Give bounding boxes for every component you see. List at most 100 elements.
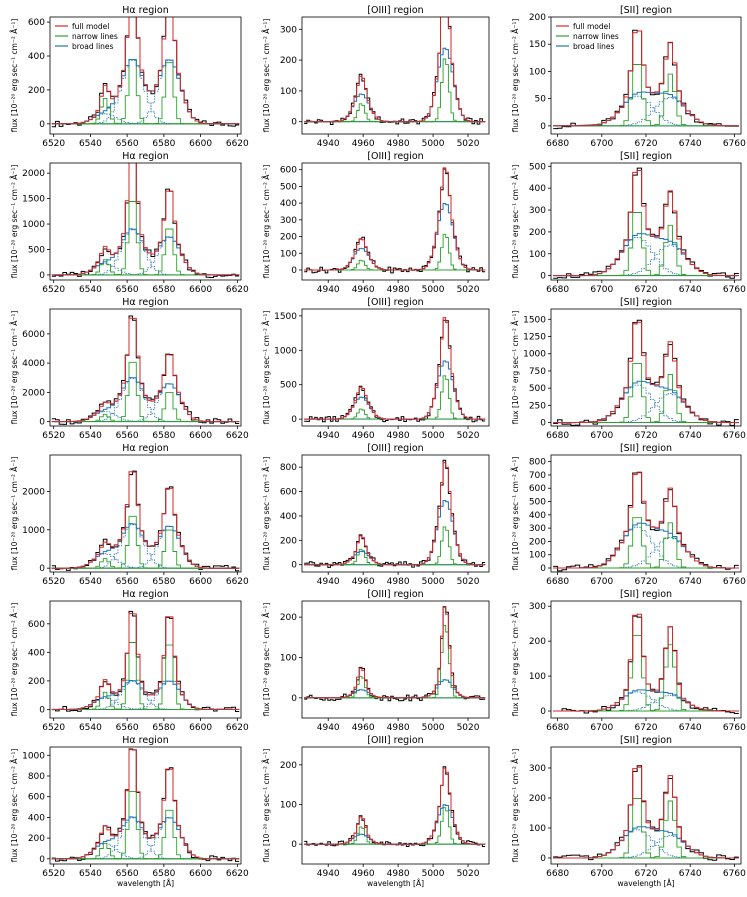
narrow-component-line	[51, 97, 240, 125]
y-axis-label: flux [10⁻²⁰ erg sec⁻¹ cm⁻² Å⁻¹]	[262, 311, 271, 425]
y-tick-label: 1000	[22, 220, 45, 230]
full-model-line	[304, 17, 486, 123]
x-tick-label: 5020	[457, 285, 480, 295]
panel-title: [SII] region	[620, 297, 672, 308]
y-tick-label: 500	[529, 384, 546, 394]
y-tick-label: 200	[28, 677, 45, 687]
y-tick-label: 600	[529, 484, 546, 494]
plot-area	[553, 765, 739, 861]
y-tick-label: 400	[28, 648, 45, 658]
plot-area	[553, 29, 739, 130]
y-axis-label: flux [10⁻²⁰ erg sec⁻¹ cm⁻² Å⁻¹]	[262, 457, 271, 571]
narrow-component-line	[51, 259, 240, 276]
y-tick-label: 2000	[22, 169, 45, 179]
narrow-component-line	[304, 826, 486, 845]
axes-frame	[49, 746, 242, 865]
y-tick-label: 200	[280, 613, 297, 623]
x-tick-label: 6520	[42, 139, 65, 149]
narrow-component-line	[304, 548, 486, 566]
y-tick-label: 0	[291, 694, 297, 704]
panel-r1-c0: Hα region 6520 6540 6560 6580 6600 6620 0 500 100…	[10, 151, 249, 295]
panel-r1-c2: [SII] region 6680 6700 6720 6740 6760 0 100 200 3…	[511, 151, 746, 295]
y-tick-label: 200	[529, 794, 546, 804]
x-tick-label: 4940	[317, 285, 340, 295]
y-tick-label: 1500	[274, 312, 297, 322]
broad-lines-line	[304, 804, 486, 845]
y-tick-label: 1000	[22, 751, 45, 761]
plot-area	[304, 459, 486, 568]
x-tick-label: 6580	[152, 285, 175, 295]
x-tick-label: 6600	[189, 723, 212, 733]
observed-spectrum-line	[51, 17, 240, 128]
x-tick-label: 5020	[457, 869, 480, 879]
observed-spectrum-line	[304, 319, 486, 423]
legend-label: narrow lines	[573, 32, 619, 41]
panel-r2-c1: [OIII] region 4940 4960 4980 5000 5020 0 500 100…	[262, 297, 490, 441]
x-tick-label: 6740	[679, 869, 702, 879]
observed-spectrum-line	[304, 766, 486, 847]
narrow-component-line	[51, 842, 240, 860]
panel-r0-c1: [OIII] region 4940 4960 4980 5000 5020 0 100 200…	[262, 5, 490, 149]
panel-title: [OIII] region	[367, 443, 423, 454]
x-tick-label: 6580	[152, 723, 175, 733]
x-tick-label: 6700	[590, 723, 613, 733]
plot-area	[304, 167, 486, 274]
plot-area	[304, 766, 486, 847]
y-axis-label: flux [10⁻²⁰ erg sec⁻¹ cm⁻² Å⁻¹]	[511, 749, 520, 863]
y-tick-label: 6000	[22, 330, 45, 340]
panel-title: Hα region	[122, 735, 168, 746]
panel-r0-c0: Hα region 6520 6540 6560 6580 6600 6620 0 200 400…	[10, 5, 249, 149]
y-axis-label: flux [10⁻²⁰ erg sec⁻¹ cm⁻² Å⁻¹]	[262, 165, 271, 279]
narrow-component-line	[51, 809, 240, 860]
y-axis-label: flux [10⁻²⁰ erg sec⁻¹ cm⁻² Å⁻¹]	[10, 457, 19, 571]
x-tick-label: 6620	[226, 869, 249, 879]
x-tick-label: 4980	[387, 285, 410, 295]
plot-area	[553, 319, 739, 426]
panel-title: [OIII] region	[367, 735, 423, 746]
x-tick-label: 6540	[79, 139, 102, 149]
panel-r2-c2: [SII] region 6680 6700 6720 6740 6760 0 250 500 7…	[511, 297, 746, 441]
y-tick-label: 500	[28, 245, 45, 255]
panel-title: Hα region	[122, 297, 168, 308]
panel-r4-c1: [OIII] region 4940 4960 4980 5000 5020 0 100 200…	[262, 589, 490, 733]
panel-title: Hα region	[122, 5, 168, 16]
narrow-component-line	[51, 642, 240, 710]
y-tick-label: 0	[39, 418, 45, 428]
plot-area	[304, 317, 486, 423]
y-tick-label: 0	[291, 840, 297, 850]
y-tick-label: 200	[28, 86, 45, 96]
y-axis-label: flux [10⁻²⁰ erg sec⁻¹ cm⁻² Å⁻¹]	[511, 165, 520, 279]
y-tick-label: 800	[28, 772, 45, 782]
y-tick-label: 4000	[22, 359, 45, 369]
x-tick-label: 6680	[546, 139, 569, 149]
plot-area	[51, 315, 240, 425]
broad-component-line	[51, 263, 240, 276]
y-tick-label: 500	[280, 182, 297, 192]
y-tick-label: 50	[535, 95, 547, 105]
x-tick-label: 6600	[189, 577, 212, 587]
y-tick-label: 100	[280, 249, 297, 259]
x-tick-label: 6760	[723, 285, 746, 295]
y-tick-label: 100	[529, 551, 546, 561]
plot-area	[553, 613, 739, 714]
narrow-component-line	[51, 62, 240, 125]
broad-component-line	[51, 842, 240, 860]
observed-spectrum-line	[51, 163, 240, 278]
y-tick-label: 300	[280, 25, 297, 35]
x-tick-label: 4940	[317, 869, 340, 879]
x-axis-label: wavelength [Å]	[617, 879, 674, 888]
broad-lines-line	[304, 500, 486, 566]
x-tick-label: 6540	[79, 431, 102, 441]
x-tick-label: 6540	[79, 869, 102, 879]
y-tick-label: 1000	[274, 346, 297, 356]
legend-label: broad lines	[573, 42, 615, 51]
x-tick-label: 4960	[352, 139, 375, 149]
y-tick-label: 0	[39, 855, 45, 865]
full-model-line	[51, 471, 240, 569]
x-tick-label: 5000	[422, 869, 445, 879]
x-tick-label: 6620	[226, 723, 249, 733]
y-tick-label: 2000	[22, 388, 45, 398]
y-axis-label: flux [10⁻²⁰ erg sec⁻¹ cm⁻² Å⁻¹]	[10, 311, 19, 425]
x-tick-label: 4980	[387, 139, 410, 149]
